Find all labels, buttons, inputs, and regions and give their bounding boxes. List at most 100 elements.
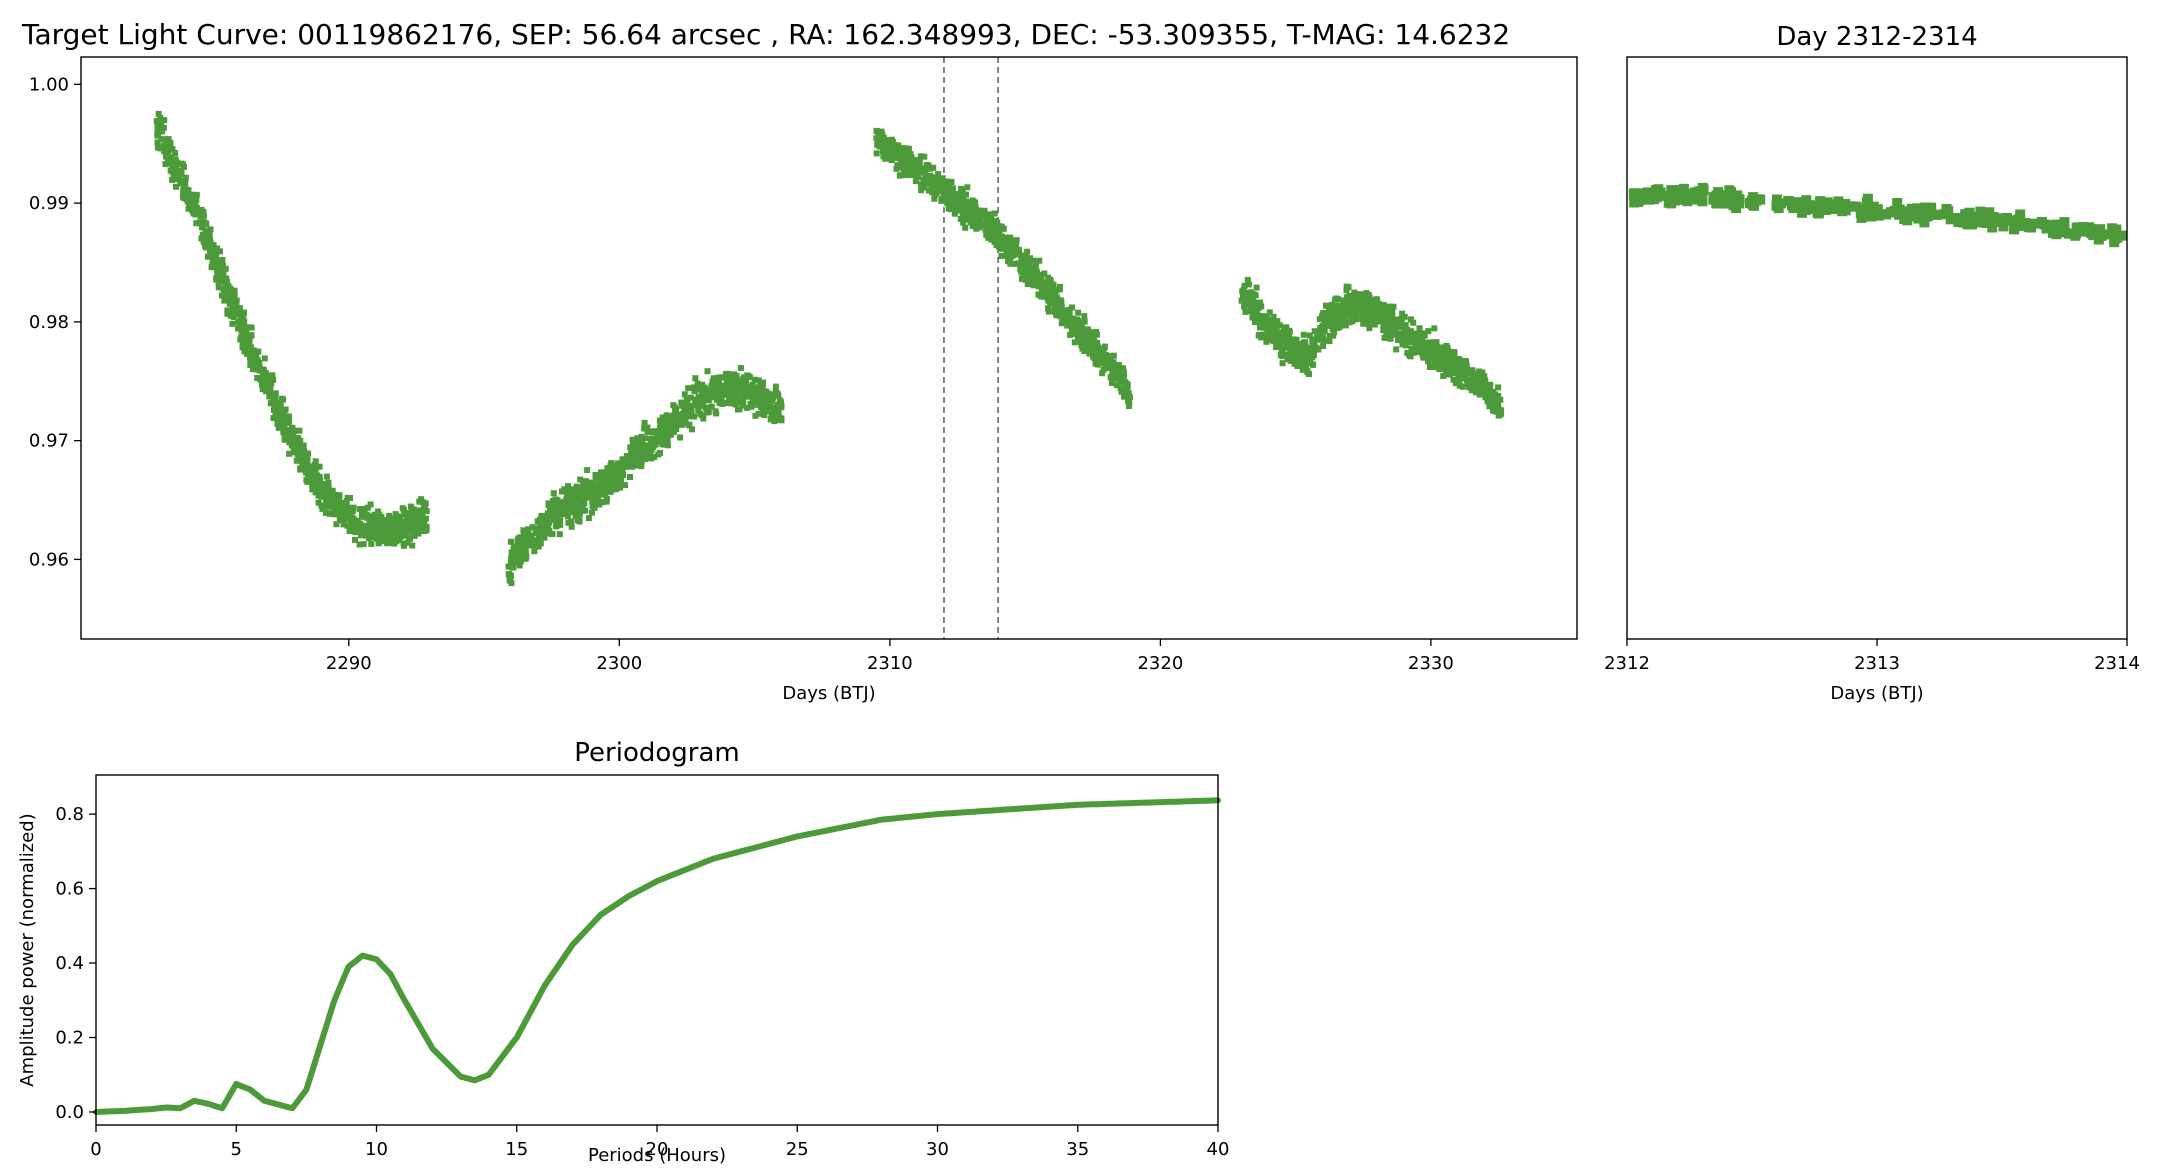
- data-point: [1866, 211, 1877, 222]
- data-point: [1818, 201, 1828, 212]
- data-point: [404, 539, 411, 546]
- data-point: [332, 500, 338, 507]
- data-point: [617, 484, 624, 491]
- data-point: [1264, 317, 1271, 324]
- data-point: [638, 433, 645, 440]
- data-point: [364, 522, 370, 529]
- data-point: [207, 226, 214, 233]
- data-point: [227, 285, 234, 292]
- data-point: [740, 402, 747, 409]
- data-point: [1862, 193, 1873, 204]
- data-point: [412, 508, 419, 515]
- data-point: [1459, 383, 1466, 390]
- data-point: [1075, 309, 1082, 316]
- data-point: [1275, 329, 1282, 336]
- data-point: [1098, 351, 1105, 358]
- data-point: [241, 348, 248, 355]
- data-point: [997, 240, 1004, 247]
- data-point: [742, 380, 749, 386]
- data-point: [592, 472, 599, 478]
- data-point: [1056, 283, 1063, 290]
- data-point: [261, 355, 268, 362]
- data-point: [933, 190, 940, 197]
- data-point: [282, 429, 289, 436]
- x-tick-label: 2320: [1137, 653, 1183, 674]
- data-point: [550, 508, 557, 515]
- data-point: [1440, 344, 1447, 351]
- data-point: [259, 373, 266, 380]
- data-point: [1260, 324, 1267, 331]
- data-point: [1292, 354, 1299, 361]
- data-point: [185, 199, 192, 206]
- data-point: [394, 532, 401, 539]
- data-point: [972, 223, 979, 230]
- data-point: [612, 462, 619, 469]
- data-point: [1058, 307, 1065, 314]
- data-point: [222, 282, 229, 289]
- data-point: [1114, 374, 1121, 381]
- data-point: [1469, 367, 1476, 374]
- data-point: [1372, 304, 1379, 311]
- data-point: [178, 160, 185, 167]
- data-point: [224, 287, 231, 294]
- data-point: [384, 517, 391, 524]
- y-tick-label: 0.0: [55, 1102, 84, 1123]
- data-point: [1022, 276, 1029, 283]
- data-point: [386, 512, 393, 519]
- data-point: [1634, 195, 1645, 206]
- data-point: [648, 455, 654, 461]
- data-point: [684, 400, 691, 407]
- data-point: [337, 508, 344, 515]
- data-point: [318, 502, 325, 509]
- data-point: [1239, 288, 1246, 295]
- main-plot-frame: [80, 56, 1578, 640]
- data-point: [1420, 346, 1427, 353]
- data-point: [556, 531, 563, 538]
- data-point: [998, 252, 1005, 259]
- data-point: [368, 540, 375, 547]
- data-point: [906, 162, 913, 169]
- data-point: [1109, 380, 1115, 386]
- data-point: [178, 180, 185, 187]
- data-point: [390, 518, 397, 525]
- data-point: [1102, 363, 1109, 370]
- data-point: [716, 400, 723, 406]
- data-point: [1472, 389, 1479, 396]
- data-point: [325, 479, 332, 486]
- data-point: [726, 393, 733, 400]
- data-point: [535, 533, 542, 540]
- data-point: [553, 523, 560, 530]
- data-point: [327, 494, 334, 501]
- data-point: [1987, 222, 1998, 233]
- data-point: [209, 260, 216, 267]
- data-point: [1492, 391, 1499, 398]
- data-point: [1380, 302, 1387, 308]
- data-point: [906, 151, 913, 158]
- data-point: [1241, 282, 1248, 289]
- data-point: [1380, 323, 1387, 330]
- data-point: [155, 131, 162, 138]
- data-point: [700, 415, 707, 422]
- data-point: [1402, 323, 1409, 330]
- data-point: [256, 364, 263, 371]
- data-point: [1431, 364, 1438, 371]
- data-point: [920, 165, 927, 172]
- data-point: [1251, 305, 1258, 312]
- data-point: [895, 142, 902, 149]
- data-point: [2110, 233, 2121, 244]
- data-point: [1396, 321, 1403, 328]
- data-point: [737, 378, 744, 385]
- data-point: [219, 256, 226, 263]
- data-point: [1366, 312, 1373, 319]
- data-point: [1066, 318, 1073, 325]
- data-point: [697, 385, 703, 392]
- data-point: [1669, 193, 1680, 204]
- data-point: [172, 150, 179, 156]
- data-point: [1045, 294, 1052, 301]
- data-point: [651, 454, 658, 460]
- data-point: [383, 523, 390, 530]
- data-point: [1119, 376, 1126, 383]
- data-point: [1454, 360, 1461, 367]
- y-tick-label: 0.97: [29, 431, 69, 452]
- y-tick-label: 0.8: [55, 804, 84, 825]
